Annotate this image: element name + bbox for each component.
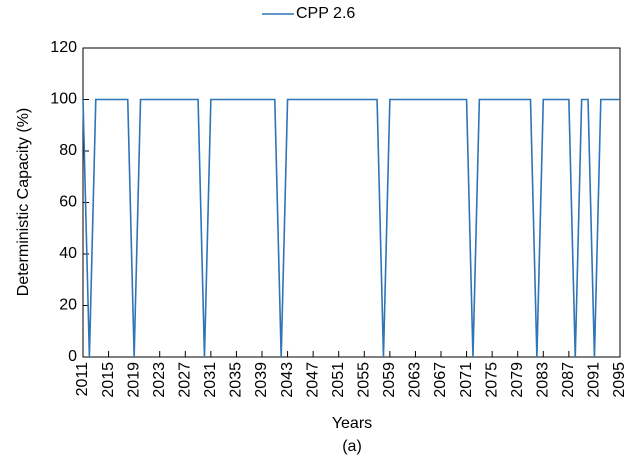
y-tick-label: 20: [59, 297, 77, 314]
x-tick-label: 2051: [330, 362, 347, 398]
x-tick-label: 2047: [304, 362, 321, 398]
y-tick-label: 0: [68, 348, 77, 365]
x-tick-label: 2055: [356, 362, 373, 398]
x-axis-label: Years: [332, 415, 372, 432]
x-tick-label: 2079: [509, 362, 526, 398]
x-tick-label: 2035: [228, 362, 245, 398]
x-tick-label: 2027: [177, 362, 194, 398]
x-tick-label: 2091: [586, 362, 603, 398]
y-tick-label: 80: [59, 142, 77, 159]
y-tick-label: 120: [50, 39, 77, 56]
y-axis-label: Deterministic Capacity (%): [15, 108, 32, 296]
x-tick-label: 2019: [125, 362, 142, 398]
caption: (a): [342, 438, 362, 455]
x-tick-label: 2023: [151, 362, 168, 398]
y-tick-label: 40: [59, 245, 77, 262]
x-tick-label: 2087: [560, 362, 577, 398]
x-tick-label: 2043: [279, 362, 296, 398]
x-tick-label: 2095: [611, 362, 628, 398]
y-tick-label: 100: [50, 91, 77, 108]
x-tick-label: 2015: [100, 362, 117, 398]
x-tick-label: 2071: [458, 362, 475, 398]
x-tick-label: 2063: [407, 362, 424, 398]
x-tick-label: 2083: [535, 362, 552, 398]
legend-label: CPP 2.6: [296, 5, 355, 22]
x-tick-label: 2067: [432, 362, 449, 398]
line-series: [82, 98, 620, 358]
plot-frame: [82, 47, 621, 358]
x-tick-label: 2075: [483, 362, 500, 398]
x-tick-label: 2039: [253, 362, 270, 398]
x-tick-label: 2011: [74, 362, 91, 397]
y-tick-label: 60: [59, 194, 77, 211]
x-tick-label: 2031: [202, 362, 219, 398]
x-tick-label: 2059: [381, 362, 398, 398]
